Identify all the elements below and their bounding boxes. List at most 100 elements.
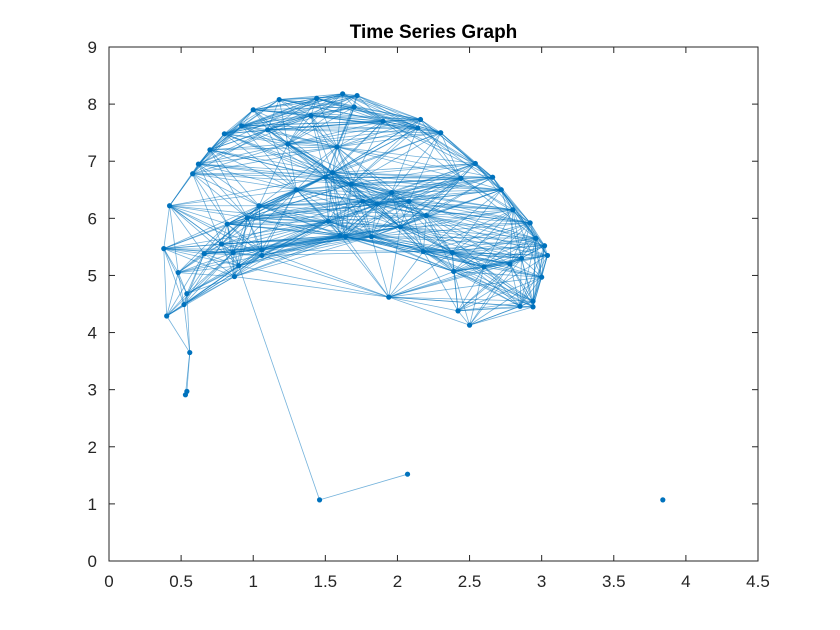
edge-line (345, 184, 352, 237)
edge-line (332, 120, 384, 173)
edge-line (192, 173, 228, 225)
edge-line (163, 205, 170, 249)
edge-line (371, 192, 393, 237)
edge-line (238, 205, 260, 266)
edge-line (224, 133, 297, 191)
data-point (455, 308, 461, 314)
edge-line (241, 125, 288, 145)
data-point (415, 125, 421, 131)
data-point (259, 247, 265, 253)
edge-line (391, 176, 493, 194)
edge-line (324, 177, 329, 222)
edge-line (234, 276, 389, 298)
edge-line (382, 120, 462, 179)
edge-line (382, 120, 476, 164)
x-tick-label: 1 (248, 572, 257, 591)
y-tick-label: 0 (88, 552, 97, 571)
edge-line (408, 200, 513, 211)
edge-line (417, 127, 502, 191)
edge-line (521, 238, 537, 259)
edge-line (234, 236, 346, 277)
edge-line (339, 200, 364, 236)
edge-line (258, 205, 346, 237)
data-point (334, 144, 340, 150)
edge-line (332, 172, 364, 202)
edge-line (519, 238, 537, 307)
edge-line (258, 192, 392, 207)
edge-line (332, 172, 346, 237)
edge-line (512, 209, 522, 259)
edge-line (339, 235, 390, 298)
edge-line (163, 248, 188, 294)
x-tick-label: 4 (681, 572, 690, 591)
edge-line (198, 163, 260, 207)
edge-line (440, 132, 493, 178)
edge-line (469, 276, 542, 326)
edge-line (163, 248, 168, 317)
edge-line (332, 172, 341, 236)
data-point (466, 322, 473, 328)
edge-line (400, 209, 513, 228)
edge-line (512, 209, 531, 224)
edge-line (253, 99, 280, 111)
edge-line (178, 265, 239, 273)
x-tick-label: 2 (393, 572, 402, 591)
edge-line (279, 93, 343, 100)
edge-line (457, 266, 485, 312)
edge-line (258, 205, 372, 237)
edge-line (408, 201, 424, 252)
edge-line (388, 271, 454, 298)
data-point (207, 147, 213, 153)
edge-line (521, 245, 545, 259)
edge-line (247, 183, 352, 219)
edge-line (457, 263, 511, 312)
edge-line (362, 189, 502, 202)
edge-line (310, 115, 384, 122)
data-point (451, 268, 457, 275)
edge-line (166, 272, 179, 317)
edge-line (261, 249, 389, 298)
data-point (325, 218, 331, 224)
data-point (481, 264, 487, 270)
data-point (354, 92, 360, 99)
edge-line (345, 236, 454, 272)
data-point (329, 170, 336, 176)
edge-line (469, 306, 534, 326)
edge-line (423, 251, 542, 278)
edge-line (278, 99, 289, 145)
edge-line (383, 119, 421, 122)
edge-line (336, 146, 352, 185)
edge-line (423, 215, 427, 252)
edge-line (535, 238, 543, 278)
data-point (389, 190, 395, 196)
edge-line (351, 163, 476, 185)
data-point (397, 224, 403, 230)
edge-line (453, 222, 531, 272)
edge-line (371, 236, 390, 298)
edge-line (509, 263, 521, 307)
data-point (265, 127, 271, 133)
edge-line (388, 296, 470, 326)
data-point (498, 187, 504, 193)
edge-line (336, 93, 344, 147)
edge-line (332, 119, 421, 173)
edge-line (169, 205, 240, 267)
edge-line (310, 115, 326, 178)
edge-line (336, 120, 384, 148)
data-point (184, 291, 190, 297)
edge-line (350, 183, 372, 237)
data-point (406, 198, 412, 204)
connection-lines (163, 93, 548, 501)
edge-line (169, 176, 326, 207)
edge-line (241, 125, 297, 191)
data-point (404, 471, 411, 477)
edge-line (354, 106, 384, 122)
edge-line (177, 272, 185, 305)
edge-line (475, 163, 493, 178)
edge-line (457, 310, 470, 326)
edge-line (247, 205, 260, 219)
edge-line (509, 263, 534, 308)
edge-line (296, 146, 338, 191)
edge-line (185, 352, 191, 395)
data-point (530, 298, 536, 304)
